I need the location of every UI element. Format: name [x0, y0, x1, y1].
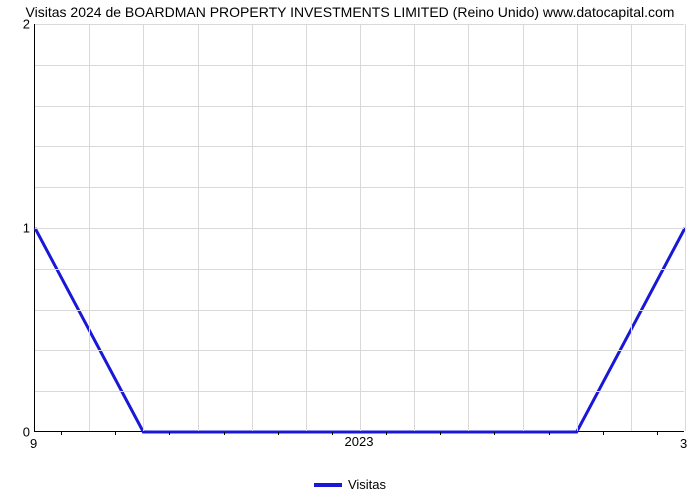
- grid-v-major: [631, 24, 632, 431]
- grid-v-major: [252, 24, 253, 431]
- grid-v-major: [143, 24, 144, 431]
- xtick-mark-minor: [61, 432, 62, 435]
- xtick-mark-minor: [115, 432, 116, 435]
- grid-v-major: [468, 24, 469, 431]
- grid-v-major: [577, 24, 578, 431]
- ytick-label: 1: [6, 221, 30, 236]
- xtick-mark-minor: [332, 432, 333, 435]
- grid-v-major: [523, 24, 524, 431]
- chart-title: Visitas 2024 de BOARDMAN PROPERTY INVEST…: [0, 4, 700, 20]
- chart-plot-area: [34, 24, 684, 432]
- xtick-mark-minor: [386, 432, 387, 435]
- x-corner-left-label: 9: [30, 436, 37, 451]
- legend-label: Visitas: [348, 477, 386, 492]
- xtick-mark-minor: [224, 432, 225, 435]
- grid-v-major: [360, 24, 361, 431]
- xtick-mark-minor: [169, 432, 170, 435]
- grid-v-major: [685, 24, 686, 431]
- grid-v-major: [89, 24, 90, 431]
- xtick-mark-minor: [603, 432, 604, 435]
- x-corner-right-label: 3: [680, 436, 687, 451]
- grid-v-major: [198, 24, 199, 431]
- xtick-mark-minor: [494, 432, 495, 435]
- xtick-mark-minor: [549, 432, 550, 435]
- legend: Visitas: [0, 477, 700, 492]
- ytick-label: 2: [6, 17, 30, 32]
- xtick-mark-minor: [657, 432, 658, 435]
- legend-swatch: [314, 483, 342, 487]
- xtick-mark-minor: [440, 432, 441, 435]
- ytick-label: 0: [6, 425, 30, 440]
- xtick-label: 2023: [345, 434, 374, 449]
- xtick-mark-minor: [278, 432, 279, 435]
- grid-v-major: [306, 24, 307, 431]
- grid-v-major: [414, 24, 415, 431]
